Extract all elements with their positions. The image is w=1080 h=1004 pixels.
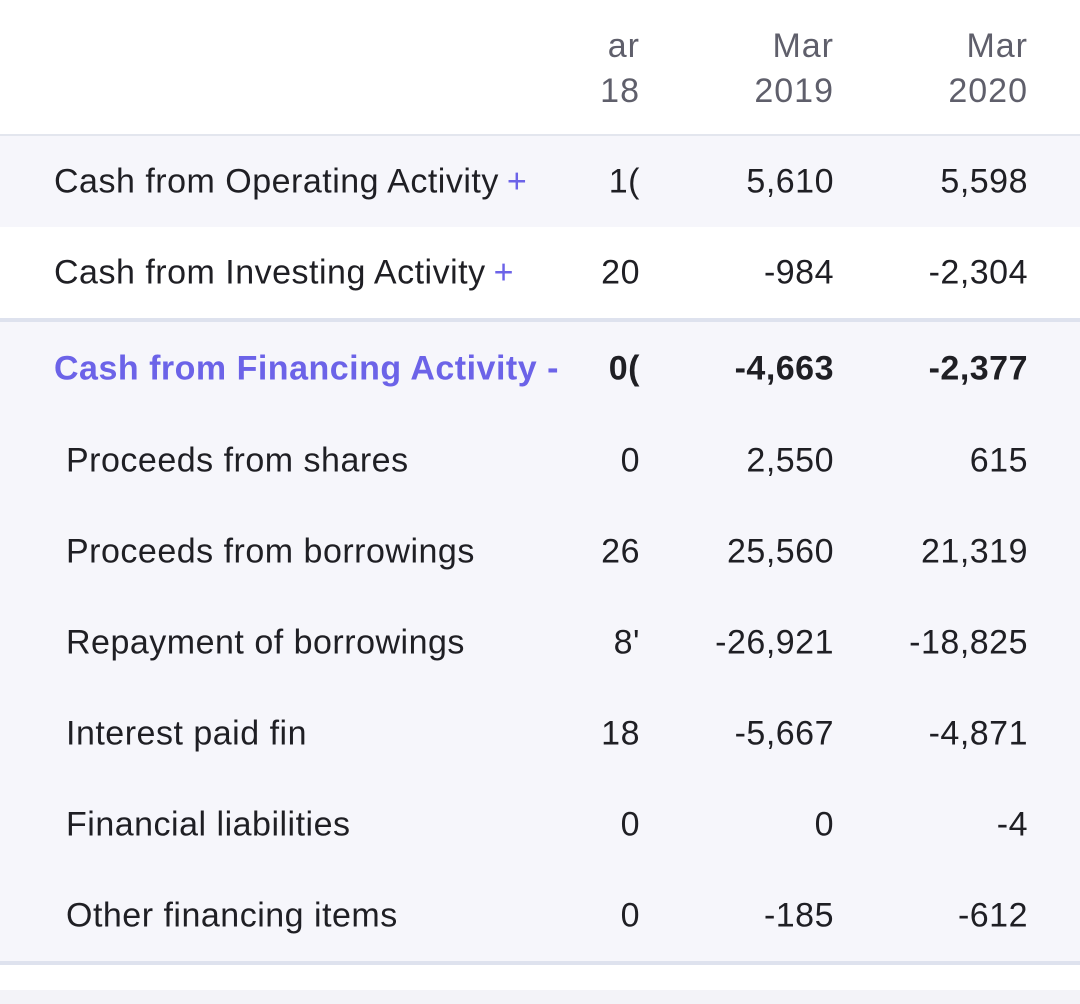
cell-mar-2019: -5,667 — [734, 714, 834, 752]
row-label[interactable]: Cash from Investing Activity + — [54, 253, 600, 292]
table-header: ar 18 Mar 2019 Mar 2020 — [0, 0, 1080, 136]
column-header-year: 18 — [600, 72, 640, 110]
cell-mar-2020: -2,304 — [928, 253, 1028, 291]
column-header-mar-2020: Mar 2020 — [838, 24, 1028, 114]
row-financial-liabilities: Financial liabilities 0 0 -4 — [0, 779, 1080, 870]
row-repayment-of-borrowings: Repayment of borrowings '8 -26,921 -18,8… — [0, 597, 1080, 688]
cell-mar-2020: -2,377 — [928, 349, 1028, 387]
row-interest-paid-fin: Interest paid fin 18 -5,667 -4,871 — [0, 688, 1080, 779]
column-header-mar-2018: ar 18 — [580, 24, 640, 114]
cell-mar-2020: 5,598 — [940, 162, 1028, 200]
column-header-month: Mar — [966, 27, 1028, 65]
cell-mar-2019: 0 — [814, 805, 834, 843]
row-label: Interest paid fin — [66, 714, 307, 752]
cell-mar-2020: -18,825 — [909, 623, 1028, 661]
cell-mar-2019: -185 — [763, 896, 834, 934]
collapse-toggle[interactable]: - — [547, 349, 559, 387]
cell-mar-2018: 0 — [620, 805, 640, 843]
cell-mar-2019: 25,560 — [727, 532, 834, 570]
row-label[interactable]: Cash from Operating Activity + — [54, 162, 600, 201]
cell-mar-2020: -4,871 — [928, 714, 1028, 752]
row-proceeds-from-shares: Proceeds from shares 0 2,550 615 — [0, 415, 1080, 506]
row-label: Financial liabilities — [66, 805, 351, 843]
cell-mar-2019: 2,550 — [746, 441, 834, 479]
cell-mar-2018: 26 — [601, 532, 640, 570]
cell-mar-2019: -984 — [763, 253, 834, 291]
cell-mar-2020: 615 — [969, 441, 1028, 479]
column-header-year: 2019 — [754, 72, 834, 110]
row-other-financing-items: Other financing items 0 -185 -612 — [0, 870, 1080, 961]
cell-mar-2020: -4 — [996, 805, 1028, 843]
row-cash-from-investing-activity[interactable]: Cash from Investing Activity + 20 -984 -2… — [0, 227, 1080, 318]
row-label-text[interactable]: Cash from Financing Activity — [54, 349, 538, 387]
expand-toggle[interactable]: + — [493, 253, 514, 291]
column-header-month: ar — [607, 27, 640, 65]
row-proceeds-from-borrowings: Proceeds from borrowings 26 25,560 21,31… — [0, 506, 1080, 597]
column-header-year: 2020 — [948, 72, 1028, 110]
row-label: Proceeds from shares — [66, 441, 409, 479]
cash-flow-table: ar 18 Mar 2019 Mar 2020 Cash from Operat… — [0, 0, 1080, 965]
cell-mar-2018: )1 — [608, 162, 640, 200]
financing-activity-group: Cash from Financing Activity - )0 -4,663… — [0, 318, 1080, 965]
column-header-mar-2019: Mar 2019 — [644, 24, 834, 114]
cell-mar-2019: -26,921 — [715, 623, 834, 661]
cell-mar-2018: 0 — [620, 896, 640, 934]
row-label: Repayment of borrowings — [66, 623, 465, 661]
cell-mar-2019: 5,610 — [746, 162, 834, 200]
cell-mar-2018: 20 — [601, 253, 640, 291]
row-label: Other financing items — [66, 896, 398, 934]
expand-toggle[interactable]: + — [506, 162, 528, 200]
cell-mar-2020: -612 — [957, 896, 1028, 934]
cell-mar-2018: '8 — [613, 623, 640, 661]
row-cash-from-financing-activity[interactable]: Cash from Financing Activity - )0 -4,663… — [0, 322, 1080, 415]
cell-mar-2018: )0 — [608, 349, 640, 387]
next-section-edge — [0, 990, 1080, 1004]
row-label: Proceeds from borrowings — [66, 532, 475, 570]
column-header-month: Mar — [772, 27, 834, 65]
row-label-text[interactable]: Cash from Investing Activity — [54, 253, 486, 291]
cell-mar-2019: -4,663 — [734, 349, 834, 387]
cell-mar-2018: 18 — [601, 714, 640, 752]
cell-mar-2020: 21,319 — [921, 532, 1028, 570]
row-label-text[interactable]: Cash from Operating Activity — [54, 162, 499, 200]
row-label[interactable]: Cash from Financing Activity - — [54, 349, 600, 388]
row-cash-from-operating-activity[interactable]: Cash from Operating Activity + )1 5,610 5… — [0, 136, 1080, 227]
cell-mar-2018: 0 — [620, 441, 640, 479]
